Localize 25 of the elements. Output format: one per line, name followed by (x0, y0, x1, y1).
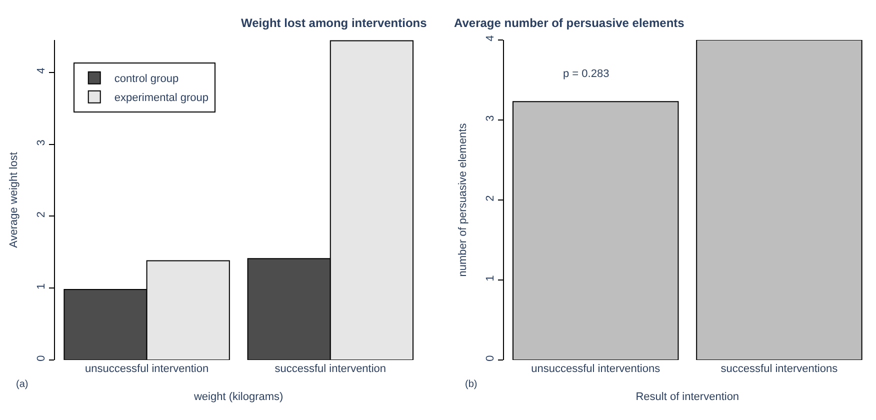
y-axis-title: Average weight lost (8, 152, 20, 248)
chart-title: Weight lost among interventions (241, 16, 428, 30)
annotation: p = 0.283 (563, 68, 610, 80)
y-tick-label: 3 (36, 140, 48, 146)
chart-title: Average number of persuasive elements (454, 16, 685, 30)
x-tick-label: unsuccessful interventions (531, 363, 661, 375)
y-axis-title: number of persuasive elements (457, 122, 470, 277)
y-tick-label: 2 (36, 211, 48, 218)
legend-label: experimental group (114, 92, 209, 104)
y-tick-label: 0 (484, 355, 496, 362)
y-tick-label: 3 (484, 115, 496, 122)
x-tick-label: unsuccessful intervention (85, 363, 209, 375)
y-tick-label: 4 (36, 68, 48, 74)
y-tick-label: 4 (484, 35, 496, 42)
x-tick-label: successful intervention (274, 363, 386, 375)
text: (b) (465, 379, 478, 390)
x-tick-label: successful interventions (720, 363, 838, 375)
legend-label: control group (114, 73, 179, 86)
x-axis-title: weight (kilograms) (192, 391, 284, 404)
y-tick-label: 0 (36, 355, 48, 362)
text: (a) (16, 379, 28, 390)
y-tick-label: 1 (484, 275, 496, 282)
y-tick-label: 1 (36, 283, 48, 290)
y-tick-label: 2 (484, 195, 496, 202)
x-axis-title: Result of intervention (636, 391, 740, 404)
